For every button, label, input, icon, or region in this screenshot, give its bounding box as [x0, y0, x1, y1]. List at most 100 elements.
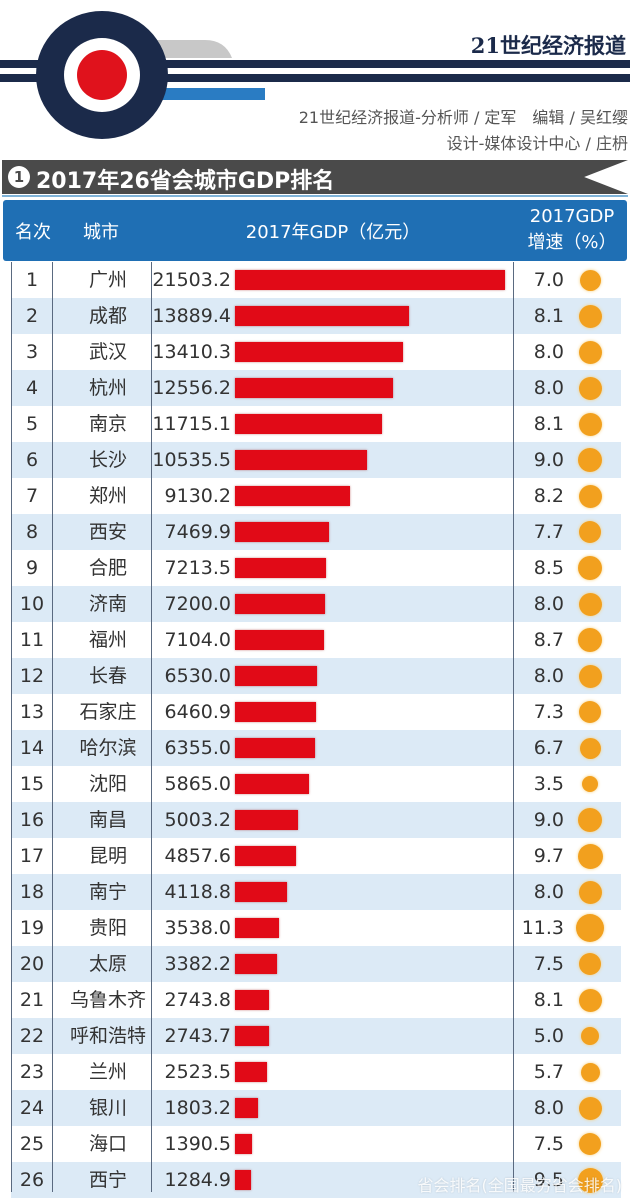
city-cell: 哈尔滨	[79, 737, 137, 759]
growth-value: 8.0	[533, 881, 564, 903]
gdp-value: 13410.3	[152, 341, 231, 363]
table-row: 22 呼和浩特 2743.7 5.0	[11, 1018, 621, 1054]
city-cell: 贵阳	[88, 917, 127, 939]
rank-cell: 7	[25, 485, 39, 507]
gdp-bar	[235, 1170, 251, 1190]
growth-bubble-icon	[578, 1096, 602, 1120]
table-body: 1 广州 21503.2 7.0 2 成都 13889.4 8.1 3 武汉 13410.3 8.0 4…	[11, 262, 621, 1198]
rank-cell: 19	[19, 917, 45, 939]
gdp-value: 10535.5	[152, 449, 231, 471]
growth-bubble-icon	[582, 776, 598, 792]
gdp-bar	[235, 774, 309, 794]
rank-cell: 1	[25, 269, 39, 291]
growth-bubble-icon	[578, 592, 602, 616]
growth-value: 8.0	[533, 593, 564, 615]
gdp-bar	[235, 1062, 267, 1082]
growth-value: 7.5	[533, 953, 564, 975]
city-cell: 南宁	[88, 881, 127, 903]
growth-bubble-icon	[578, 808, 602, 832]
city-cell: 合肥	[88, 557, 127, 579]
gdp-value: 7200.0	[164, 593, 231, 615]
table-row: 15 沈阳 5865.0 3.5	[11, 766, 621, 802]
gdp-bar	[235, 702, 316, 722]
gdp-bar	[235, 846, 296, 866]
gdp-bar	[235, 738, 315, 758]
growth-bubble-icon	[581, 1027, 599, 1045]
growth-bubble-icon	[578, 484, 602, 508]
city-cell: 武汉	[88, 341, 127, 363]
city-cell: 太原	[88, 953, 127, 975]
growth-value: 7.3	[533, 701, 564, 723]
table-row: 9 合肥 7213.5 8.5	[11, 550, 621, 586]
gdp-value: 13889.4	[152, 305, 231, 327]
rank-cell: 9	[25, 557, 39, 579]
rank-cell: 10	[19, 593, 45, 615]
city-cell: 成都	[88, 305, 127, 327]
gdp-bar	[235, 1098, 258, 1118]
city-cell: 昆明	[88, 845, 127, 867]
credit-line: 设计-媒体设计中心 / 庄枬	[446, 134, 628, 153]
growth-value: 9.7	[533, 845, 564, 867]
growth-bubble-icon	[577, 1167, 603, 1193]
column-header-rank: 名次	[15, 222, 51, 243]
gdp-bar	[235, 522, 329, 542]
growth-value: 3.5	[533, 773, 564, 795]
gdp-bar	[235, 990, 269, 1010]
growth-bubble-icon	[578, 664, 602, 688]
city-cell: 西安	[88, 521, 127, 543]
growth-value: 5.7	[533, 1061, 564, 1083]
gdp-bar	[235, 594, 325, 614]
rank-cell: 5	[25, 413, 39, 435]
divider	[2, 195, 628, 197]
gdp-value: 6355.0	[164, 737, 231, 759]
rank-cell: 25	[19, 1133, 45, 1155]
growth-value: 8.0	[533, 665, 564, 687]
growth-bubble-icon	[579, 1133, 601, 1155]
table-row: 14 哈尔滨 6355.0 6.7	[11, 730, 621, 766]
table-row: 8 西安 7469.9 7.7	[11, 514, 621, 550]
table-row: 7 郑州 9130.2 8.2	[11, 478, 621, 514]
table-row: 1 广州 21503.2 7.0	[11, 262, 621, 298]
rank-cell: 11	[19, 629, 45, 651]
growth-value: 8.2	[533, 485, 564, 507]
table-row: 21 乌鲁木齐 2743.8 8.1	[11, 982, 621, 1018]
gdp-value: 4118.8	[164, 881, 231, 903]
column-header-gdp: 2017年GDP（亿元）	[245, 222, 421, 243]
gdp-value: 3382.2	[164, 953, 231, 975]
gdp-value: 6460.9	[164, 701, 231, 723]
growth-bubble-icon	[577, 843, 603, 869]
rank-cell: 17	[19, 845, 45, 867]
gdp-value: 2743.7	[164, 1025, 231, 1047]
gdp-bar	[235, 810, 298, 830]
gdp-value: 4857.6	[164, 845, 231, 867]
growth-bubble-icon	[578, 340, 602, 364]
chart-title: 2017年26省会城市GDP排名	[36, 169, 335, 194]
column-rule	[11, 262, 12, 1192]
city-cell: 海口	[88, 1133, 127, 1155]
city-cell: 兰州	[88, 1061, 127, 1083]
brand-title: 21世纪经济报道	[470, 33, 626, 58]
gdp-bar	[235, 918, 279, 938]
table-row: 25 海口 1390.5 7.5	[11, 1126, 621, 1162]
gdp-value: 21503.2	[152, 269, 231, 291]
table-row: 12 长春 6530.0 8.0	[11, 658, 621, 694]
table-row: 16 南昌 5003.2 9.0	[11, 802, 621, 838]
column-header-growth-line1: 2017GDP	[529, 206, 615, 227]
table-row: 2 成都 13889.4 8.1	[11, 298, 621, 334]
table-row: 26 西宁 1284.9 9.5	[11, 1162, 621, 1198]
gdp-value: 2743.8	[164, 989, 231, 1011]
table-row: 24 银川 1803.2 8.0	[11, 1090, 621, 1126]
city-cell: 郑州	[88, 485, 127, 507]
gdp-value: 7469.9	[164, 521, 231, 543]
gdp-bar	[235, 630, 324, 650]
growth-value: 7.5	[533, 1133, 564, 1155]
gdp-value: 9130.2	[164, 485, 231, 507]
city-cell: 银川	[88, 1097, 127, 1119]
gdp-bar	[235, 306, 409, 326]
gdp-bar	[235, 342, 403, 362]
gdp-value: 3538.0	[164, 917, 231, 939]
rank-cell: 24	[19, 1097, 45, 1119]
growth-bubble-icon	[576, 914, 604, 942]
rank-cell: 22	[19, 1025, 45, 1047]
gdp-value: 5003.2	[164, 809, 231, 831]
